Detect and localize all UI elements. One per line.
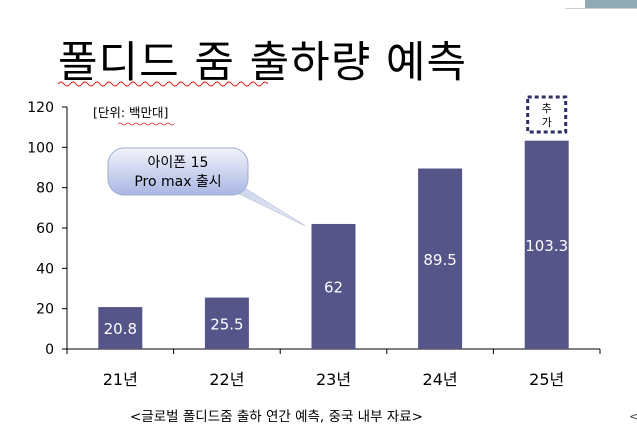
- unit-label: [단위: 백만대]: [93, 105, 168, 120]
- annotation-text-bottom: 가: [542, 116, 552, 129]
- y-tick-label: 20: [36, 302, 54, 318]
- x-tick-label: 22년: [209, 370, 244, 389]
- bar-value-label: 62: [324, 278, 343, 296]
- bar-value-label: 89.5: [423, 251, 456, 269]
- bar-value-label: 103.3: [525, 237, 568, 255]
- callout-line-2: Pro max 출시: [134, 174, 221, 190]
- slide-title: 폴디드 줌 출하량 예측: [58, 38, 468, 88]
- bar-25년: [524, 140, 569, 349]
- chart-caption: <글로벌 폴디드줌 출하 연간 예측, 중국 내부 자료>: [130, 409, 423, 425]
- corner-accent-bar: [585, 0, 637, 8]
- x-tick-label: 25년: [529, 370, 564, 389]
- bar-24년: [418, 168, 463, 349]
- spellcheck-underline: [58, 81, 268, 87]
- y-tick-label: 80: [36, 181, 54, 197]
- corner-accent-line: [565, 8, 637, 9]
- y-tick-label: 0: [45, 342, 54, 358]
- callout-box: [107, 147, 249, 196]
- bar-23년: [311, 223, 356, 349]
- unit-label-spellcheck: [117, 122, 175, 126]
- y-tick-label: 40: [36, 261, 54, 277]
- annotation-box: [526, 95, 568, 134]
- callout-line-1: 아이폰 15: [148, 155, 209, 171]
- x-tick-label: 23년: [316, 370, 351, 389]
- y-tick-label: 120: [27, 100, 54, 116]
- annotation-text-top: 추: [542, 102, 552, 115]
- y-tick-label: 60: [36, 221, 54, 237]
- bar-22년: [204, 297, 249, 349]
- bar-21년: [98, 307, 143, 349]
- side-mark: <: [629, 410, 637, 423]
- bar-value-label: 20.8: [104, 320, 137, 338]
- x-tick-label: 21년: [103, 370, 138, 389]
- bar-value-label: 25.5: [210, 315, 243, 333]
- y-tick-label: 100: [27, 140, 54, 156]
- x-tick-label: 24년: [423, 370, 458, 389]
